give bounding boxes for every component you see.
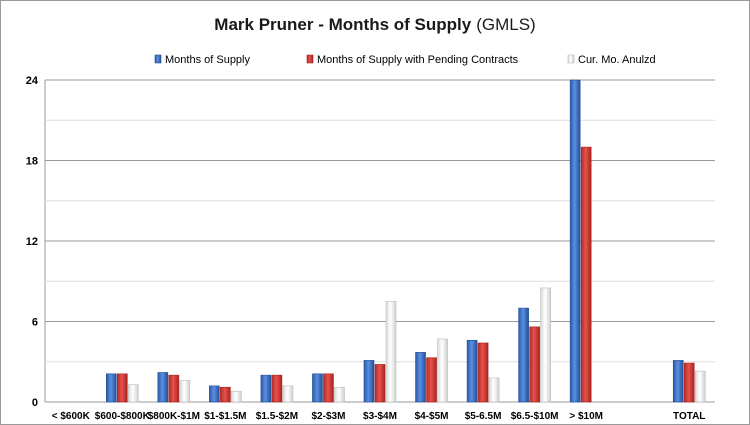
bar-months-of-supply-with-pending-contracts-6-5-10m [529, 326, 540, 403]
y-axis-ticks: 0 6 12 18 24 [26, 75, 39, 409]
chart-title: Mark Pruner - Months of Supply (GMLS) [214, 15, 535, 34]
legend-label-cur-mo-anulzd: Cur. Mo. Anulzd [578, 54, 656, 66]
bar-months-of-supply-with-pending-contracts-10m [580, 146, 592, 403]
x-tick-label: $1.5-$2M [256, 411, 298, 422]
gridlines [44, 79, 715, 403]
x-tick-label: $4-$5M [415, 411, 449, 422]
x-tick-label: $800K-$1M [148, 411, 200, 422]
x-tick-label: $3-$4M [363, 411, 397, 422]
bar-months-of-supply-4-5m [415, 352, 426, 403]
bar-months-of-supply-800k-1m [157, 372, 169, 403]
x-tick-label: $2-$3M [312, 411, 346, 422]
bar-cur-mo-anulzd-total [694, 370, 706, 403]
bar-months-of-supply-with-pending-contracts-3-4m [374, 364, 386, 403]
bar-cur-mo-anulzd-5-6-5m [488, 377, 500, 403]
y-tick-label: 0 [32, 397, 38, 409]
x-tick-label: $600-$800K [95, 411, 151, 422]
bar-months-of-supply-with-pending-contracts-600-800k [117, 373, 128, 403]
bar-cur-mo-anulzd-4-5m [437, 338, 448, 403]
bar-cur-mo-anulzd-1-1-5m [231, 390, 242, 403]
bar-months-of-supply-with-pending-contracts-2-3m [323, 373, 334, 403]
bar-months-of-supply-10m [569, 79, 581, 403]
x-axis-ticks: < $600K $600-$800K$800K-$1M $1-$1.5M $1.5-$… [52, 411, 706, 422]
bar-cur-mo-anulzd-800k-1m [179, 380, 191, 403]
x-tick-label: $1-$1.5M [204, 411, 246, 422]
x-tick-label: < $600K [52, 411, 91, 422]
legend-swatch-cur-mo-anulzd [567, 54, 575, 64]
bar-months-of-supply-600-800k [106, 373, 117, 403]
legend-label-months-of-supply-with-pending-contracts: Months of Supply with Pending Contracts [317, 54, 519, 66]
y-tick-label: 6 [32, 317, 38, 329]
bar-months-of-supply-5-6-5m [466, 339, 478, 403]
bar-cur-mo-anulzd-2-3m [334, 386, 345, 403]
x-tick-label: > $10M [569, 411, 603, 422]
y-tick-label: 18 [26, 156, 38, 168]
bar-cur-mo-anulzd-1-5-2m [282, 385, 294, 403]
y-tick-label: 24 [26, 75, 39, 87]
legend-swatch-months-of-supply-with-pending-contracts [306, 54, 314, 64]
bar-months-of-supply-total [672, 360, 684, 403]
bar-cur-mo-anulzd-6-5-10m [540, 287, 551, 403]
bar-months-of-supply-6-5-10m [518, 307, 529, 403]
bars [106, 79, 706, 403]
bar-months-of-supply-1-1-5m [209, 385, 220, 403]
legend-label-months-of-supply: Months of Supply [165, 54, 250, 66]
bar-months-of-supply-with-pending-contracts-4-5m [426, 357, 437, 403]
bar-cur-mo-anulzd-3-4m [385, 301, 397, 403]
legend: Months of Supply Months of Supply with Pe… [154, 54, 656, 66]
bar-months-of-supply-2-3m [312, 373, 323, 403]
bar-months-of-supply-with-pending-contracts-1-1-5m [220, 386, 231, 403]
y-tick-label: 12 [26, 236, 38, 248]
legend-swatch-months-of-supply [154, 54, 162, 64]
x-tick-label: $6.5-$10M [511, 411, 559, 422]
chart-title-suffix: (GMLS) [476, 15, 536, 34]
x-tick-label: TOTAL [673, 411, 705, 422]
bar-cur-mo-anulzd-600-800k [128, 384, 139, 403]
bar-months-of-supply-3-4m [363, 360, 375, 403]
bar-months-of-supply-with-pending-contracts-total [683, 362, 695, 403]
x-tick-label: $5-6.5M [465, 411, 502, 422]
bar-months-of-supply-with-pending-contracts-1-5-2m [271, 374, 283, 403]
chart-title-main: Mark Pruner - Months of Supply [214, 15, 471, 34]
bar-months-of-supply-with-pending-contracts-800k-1m [168, 374, 180, 403]
bar-months-of-supply-1-5-2m [260, 374, 272, 403]
bar-months-of-supply-with-pending-contracts-5-6-5m [477, 342, 489, 403]
